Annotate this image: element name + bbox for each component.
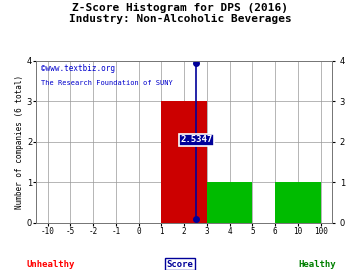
Bar	[298, 182, 321, 223]
Bar	[161, 101, 207, 223]
Bar	[275, 182, 298, 223]
Text: Score: Score	[167, 260, 193, 269]
Text: Unhealthy: Unhealthy	[26, 260, 75, 269]
Text: Z-Score Histogram for DPS (2016)
Industry: Non-Alcoholic Beverages: Z-Score Histogram for DPS (2016) Industr…	[69, 3, 291, 24]
Text: 2.5347: 2.5347	[180, 135, 212, 144]
Text: ©www.textbiz.org: ©www.textbiz.org	[41, 64, 115, 73]
Bar	[207, 182, 252, 223]
Text: Healthy: Healthy	[298, 260, 336, 269]
Y-axis label: Number of companies (6 total): Number of companies (6 total)	[15, 75, 24, 209]
Text: The Research Foundation of SUNY: The Research Foundation of SUNY	[41, 80, 172, 86]
